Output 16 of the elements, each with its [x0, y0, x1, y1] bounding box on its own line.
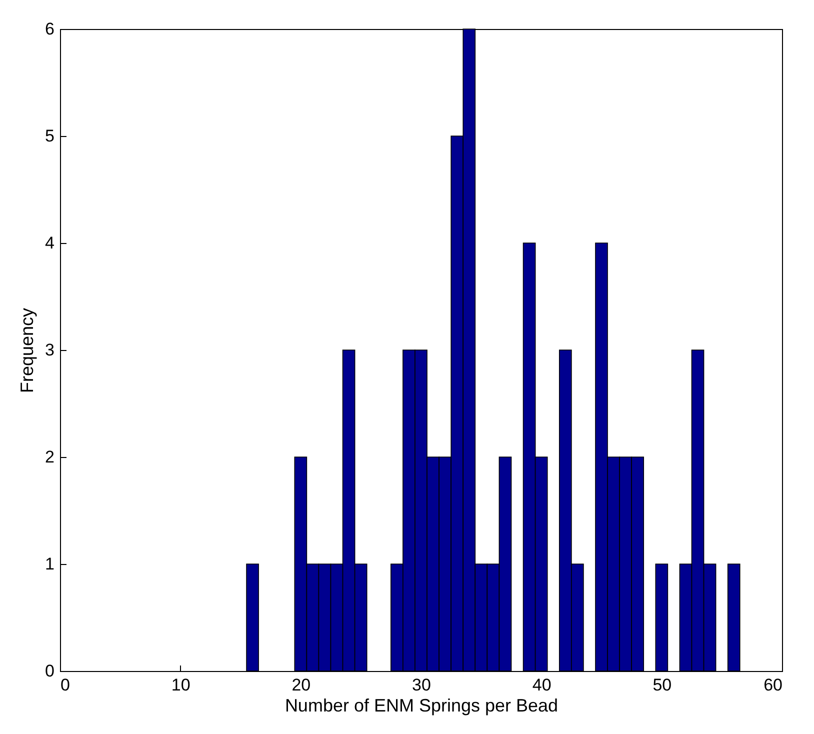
y-tick-label: 2 [45, 448, 54, 466]
y-tick-label: 1 [45, 554, 54, 574]
x-tick-label: 0 [60, 676, 70, 694]
x-tick-label: 60 [764, 676, 782, 694]
y-tick-label: 0 [45, 662, 54, 680]
y-tick-label: 6 [45, 20, 54, 38]
y-tick-label: 4 [45, 234, 54, 252]
x-tick-label: 40 [532, 676, 552, 694]
y-tick-label: 3 [45, 340, 54, 360]
x-tick-label: 20 [292, 676, 311, 694]
x-tick-label: 30 [412, 676, 431, 694]
y-tick-label: 5 [45, 126, 54, 146]
y-axis-title: Frequency [17, 308, 38, 394]
x-tick-label: 10 [171, 676, 190, 694]
x-tick-label: 50 [652, 676, 672, 694]
x-axis-title: Number of ENM Springs per Bead [284, 696, 558, 716]
